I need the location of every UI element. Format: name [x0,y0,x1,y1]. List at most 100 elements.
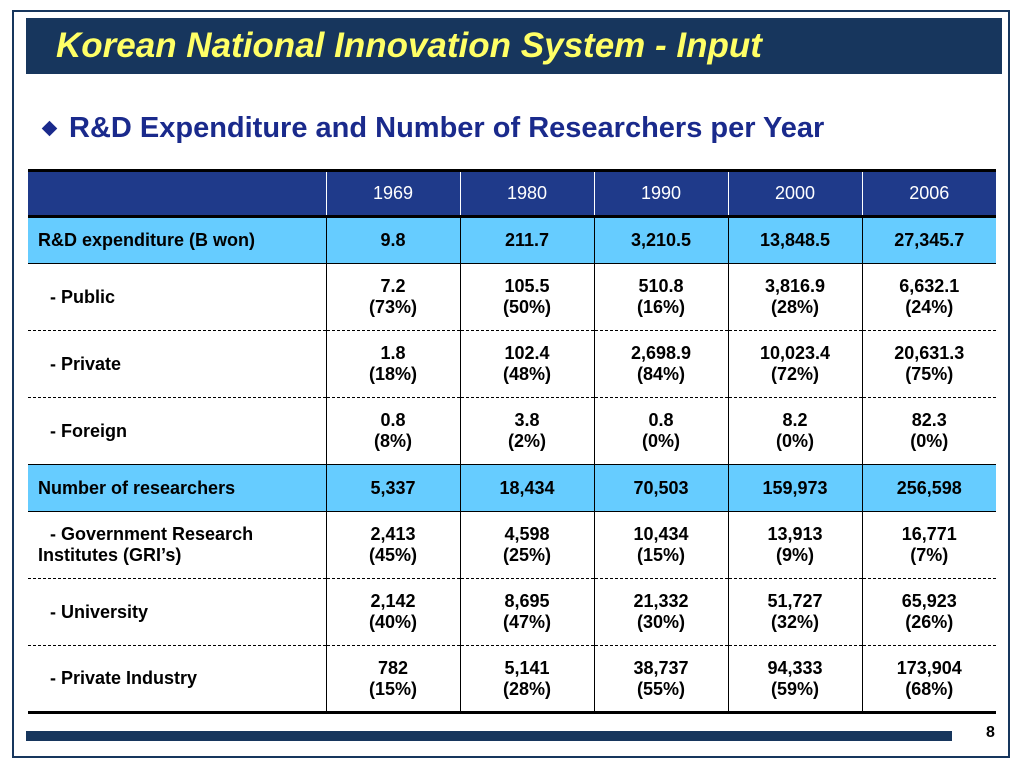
cell-percentage: (84%) [636,364,685,384]
value-cell: 21,332 (30%) [593,578,728,646]
cell-value: 782 [377,657,409,678]
value-cell: 159,973 [727,464,862,512]
cell-percentage: (0%) [641,431,680,451]
cell-value: 38,737 [633,657,689,678]
cell-value: 6,632.1 [899,276,960,296]
value-cell: 10,023.4 (72%) [727,330,862,398]
header-year-cell: 2006 [861,169,996,218]
value-cell: 9.8 [325,216,460,264]
cell-value: 10,434 [633,524,689,544]
row-label: - Private [28,330,326,398]
cell-percentage: (48%) [502,364,551,384]
cell-percentage: (28%) [770,297,819,317]
cell-percentage: (2%) [507,431,546,451]
value-cell: 6,632.1 (24%) [861,263,996,331]
table-row: - Foreign 0.8 (8%) 3.8 (2%) 0.8 (0%) 8.2 (0%) 82.… [28,397,996,465]
table-body: R&D expenditure (B won) 9.8 211.7 3,210.5 13… [28,216,996,714]
table-row: - Private 1.8 (18%) 102.4 (48%) 2,698.9 (84%) 1… [28,330,996,398]
cell-percentage: (32%) [770,612,819,632]
cell-percentage: (7%) [910,545,949,565]
cell-value: 94,333 [767,657,823,678]
value-cell: 510.8 (16%) [593,263,728,331]
value-cell: 3,816.9 (28%) [727,263,862,331]
table-row: - Government Research Institutes (GRI’s)… [28,511,996,579]
cell-value: 173,904 [896,657,962,678]
cell-value: 4,598 [504,524,550,544]
slide-subtitle: R&D Expenditure and Number of Researcher… [69,111,825,144]
cell-value: 13,848.5 [759,230,831,250]
value-cell: 94,333 (59%) [727,645,862,714]
cell-value: 2,698.9 [630,343,692,363]
row-label: Number of researchers [28,464,326,512]
cell-percentage: (18%) [368,364,417,384]
value-cell: 4,598 (25%) [459,511,594,579]
cell-value: 1.8 [380,343,406,363]
cell-percentage: (9%) [775,545,814,565]
cell-value: 16,771 [901,524,957,544]
cell-percentage: (73%) [368,297,417,317]
value-cell: 256,598 [861,464,996,512]
cell-percentage: (45%) [368,545,417,565]
cell-value: 13,913 [767,524,823,544]
header-year-cell: 1990 [593,169,728,218]
cell-value: 20,631.3 [894,343,965,363]
cell-percentage: (25%) [502,545,551,565]
value-cell: 5,337 [325,464,460,512]
page-number: 8 [986,724,995,741]
cell-percentage: (0%) [910,431,949,451]
cell-value: 0.8 [380,410,406,430]
value-cell: 5,141 (28%) [459,645,594,714]
value-cell: 0.8 (8%) [325,397,460,465]
cell-value: 51,727 [767,591,823,611]
table-row: R&D expenditure (B won) 9.8 211.7 3,210.5 13… [28,216,996,264]
cell-value: 0.8 [648,410,674,430]
cell-percentage: (15%) [368,678,417,699]
cell-percentage: (68%) [905,678,954,699]
slide-title: Korean National Innovation System - Inpu… [56,26,762,65]
row-label: - Private Industry [28,645,326,714]
cell-value: 65,923 [901,591,957,611]
value-cell: 16,771 (7%) [861,511,996,579]
header-corner-cell [28,169,326,218]
cell-value: 105.5 [504,276,550,296]
row-label: - University [28,578,326,646]
cell-percentage: (47%) [502,612,551,632]
header-year-cell: 1969 [325,169,460,218]
row-label: - Public [28,263,326,331]
cell-value: 5,337 [370,477,416,498]
cell-percentage: (28%) [502,678,551,699]
data-table: 1969 1980 1990 2000 2006 R&D expenditure… [28,169,996,714]
table-row: - University 2,142 (40%) 8,695 (47%) 21,332 (3… [28,578,996,646]
value-cell: 3.8 (2%) [459,397,594,465]
cell-percentage: (16%) [636,297,685,317]
cell-value: 510.8 [638,276,684,296]
value-cell: 8,695 (47%) [459,578,594,646]
cell-percentage: (30%) [636,612,685,632]
cell-percentage: (8%) [373,431,412,451]
value-cell: 70,503 [593,464,728,512]
value-cell: 10,434 (15%) [593,511,728,579]
cell-value: 2,413 [370,524,416,544]
cell-value: 82.3 [911,410,947,430]
value-cell: 8.2 (0%) [727,397,862,465]
cell-value: 159,973 [762,477,828,498]
cell-value: 2,142 [370,591,416,611]
cell-percentage: (26%) [905,612,954,632]
table-row: - Public 7.2 (73%) 105.5 (50%) 510.8 (16%) 3,81… [28,263,996,331]
value-cell: 51,727 (32%) [727,578,862,646]
cell-value: 3,210.5 [630,230,692,250]
value-cell: 173,904 (68%) [861,645,996,714]
value-cell: 82.3 (0%) [861,397,996,465]
row-label: R&D expenditure (B won) [28,216,326,264]
cell-value: 211.7 [504,230,550,250]
value-cell: 782 (15%) [325,645,460,714]
value-cell: 2,142 (40%) [325,578,460,646]
footer-bar [26,731,952,741]
table-header-row: 1969 1980 1990 2000 2006 [28,169,996,218]
cell-value: 10,023.4 [759,343,831,363]
cell-value: 8,695 [504,591,550,611]
cell-value: 5,141 [504,657,550,678]
cell-value: 8.2 [782,410,808,430]
slide-frame [12,10,1010,758]
cell-percentage: (55%) [636,678,685,699]
